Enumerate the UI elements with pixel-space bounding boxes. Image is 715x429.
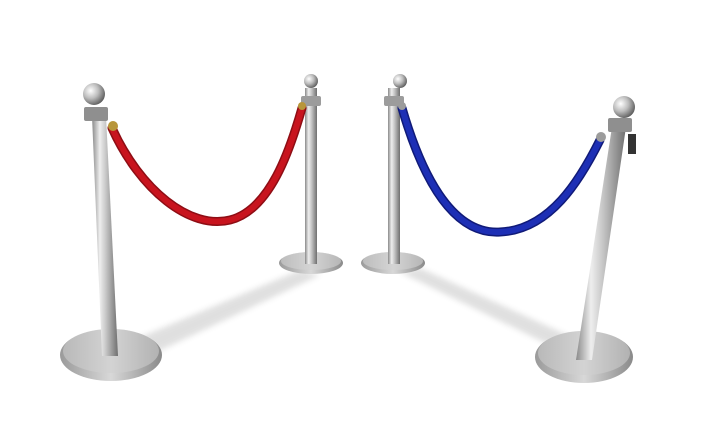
floor-shadows [110,268,600,360]
hook-icon [596,132,606,142]
post-front-right [535,96,636,383]
rope-blue [397,102,606,237]
post-front-left [60,83,162,381]
hook-icon [108,121,118,131]
post-back-left [279,74,343,274]
hook-icon [298,102,306,110]
rope-red [107,102,307,226]
hook-icon [398,102,406,110]
post-back-right [361,74,425,274]
